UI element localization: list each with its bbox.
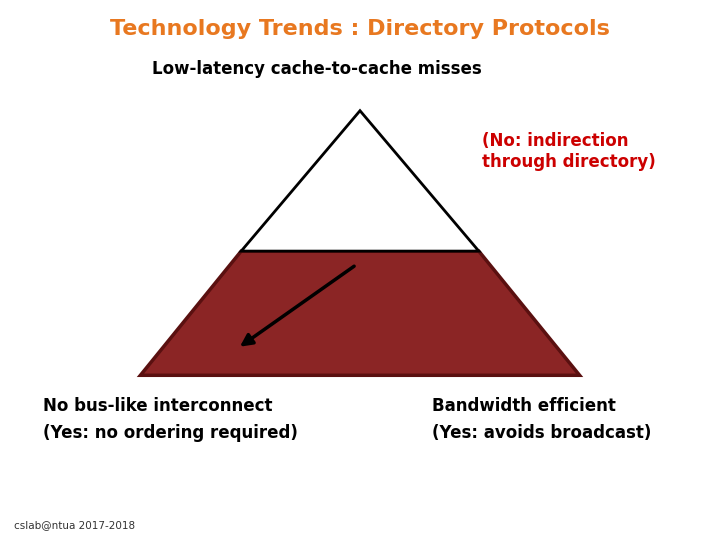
Text: Bandwidth efficient: Bandwidth efficient [432, 397, 616, 415]
Text: Low-latency cache-to-cache misses: Low-latency cache-to-cache misses [152, 60, 482, 78]
Text: (No: indirection
through directory): (No: indirection through directory) [482, 132, 656, 171]
Text: (Yes: no ordering required): (Yes: no ordering required) [43, 424, 298, 442]
Text: (Yes: avoids broadcast): (Yes: avoids broadcast) [432, 424, 652, 442]
Text: No bus-like interconnect: No bus-like interconnect [43, 397, 273, 415]
Text: cslab@ntua 2017-2018: cslab@ntua 2017-2018 [14, 520, 135, 530]
Text: Technology Trends : Directory Protocols: Technology Trends : Directory Protocols [110, 19, 610, 39]
Polygon shape [140, 251, 580, 375]
Polygon shape [241, 111, 479, 251]
